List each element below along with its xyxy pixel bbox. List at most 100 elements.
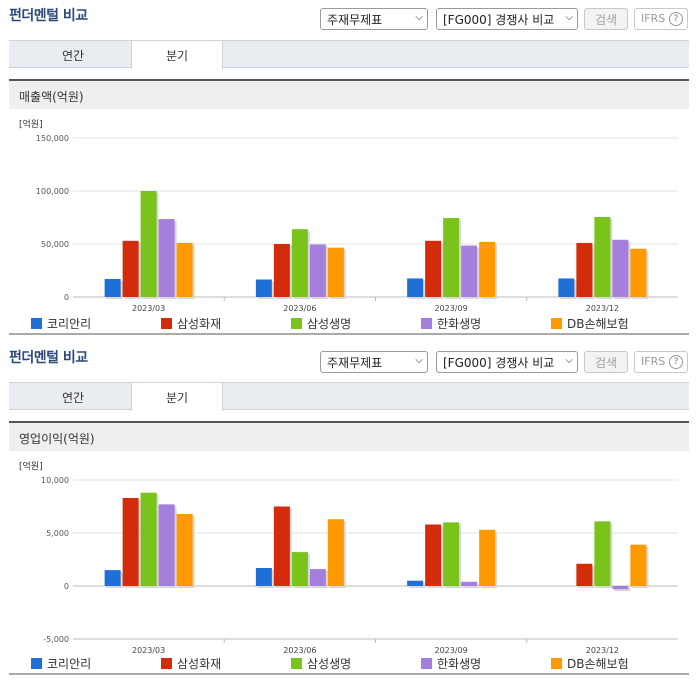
y-tick-label: 150,000 bbox=[36, 134, 69, 143]
legend-item[interactable]: 코리안리 bbox=[31, 315, 91, 332]
bar[interactable] bbox=[630, 248, 647, 297]
bar[interactable] bbox=[104, 570, 121, 586]
bar[interactable] bbox=[479, 529, 496, 586]
peer-select-value: [FG000] 경쟁사 비교 bbox=[443, 13, 555, 27]
period-tabs: 연간 분기 bbox=[9, 382, 689, 411]
bar[interactable] bbox=[122, 240, 139, 297]
legend-item[interactable]: 삼성생명 bbox=[291, 655, 351, 672]
panel-title: 펀더멘털 비교 bbox=[9, 8, 88, 24]
bar[interactable] bbox=[309, 244, 326, 297]
bar-shadow bbox=[614, 588, 631, 592]
legend-item[interactable]: 삼성화재 bbox=[161, 315, 221, 332]
bar[interactable] bbox=[273, 244, 290, 297]
statement-select[interactable]: 주재무제표 ⌵ bbox=[320, 8, 428, 30]
bar[interactable] bbox=[140, 191, 157, 297]
legend-swatch bbox=[31, 658, 42, 669]
bar[interactable] bbox=[407, 580, 424, 586]
tab-annual[interactable]: 연간 bbox=[61, 391, 85, 405]
bar[interactable] bbox=[479, 241, 496, 297]
bar[interactable] bbox=[425, 524, 442, 586]
legend-label: DB손해보험 bbox=[567, 657, 629, 671]
bar[interactable] bbox=[594, 521, 611, 586]
chart-title: 매출액(억원) bbox=[9, 79, 689, 109]
peer-select[interactable]: [FG000] 경쟁사 비교 ⌵ bbox=[436, 351, 578, 373]
chart-legend: 코리안리 삼성화재 삼성생명 한화생명 DB손해보험 bbox=[9, 653, 689, 675]
bar[interactable] bbox=[158, 504, 175, 586]
ifrs-button[interactable]: IFRS ? bbox=[634, 8, 688, 30]
legend-swatch bbox=[421, 658, 432, 669]
legend-label: DB손해보험 bbox=[567, 317, 629, 331]
legend-item[interactable]: 한화생명 bbox=[421, 315, 481, 332]
bar[interactable] bbox=[273, 506, 290, 587]
legend-item[interactable]: 삼성생명 bbox=[291, 315, 351, 332]
legend-item[interactable]: DB손해보험 bbox=[551, 655, 629, 672]
bar[interactable] bbox=[176, 513, 193, 586]
bar[interactable] bbox=[255, 279, 272, 297]
x-tick-label: 2023/03 bbox=[132, 304, 165, 313]
bar[interactable] bbox=[576, 563, 593, 586]
help-icon[interactable]: ? bbox=[669, 355, 683, 369]
legend-label: 삼성생명 bbox=[307, 657, 352, 671]
bar[interactable] bbox=[407, 278, 424, 297]
bar[interactable] bbox=[327, 519, 344, 586]
bar[interactable] bbox=[443, 522, 460, 586]
bar[interactable] bbox=[122, 498, 139, 586]
tab-annual[interactable]: 연간 bbox=[61, 49, 85, 63]
legend-item[interactable]: 코리안리 bbox=[31, 655, 91, 672]
x-tick-label: 2023/12 bbox=[586, 646, 619, 655]
bar[interactable] bbox=[612, 586, 629, 590]
ifrs-button[interactable]: IFRS ? bbox=[634, 351, 688, 373]
legend-swatch bbox=[291, 658, 302, 669]
statement-select[interactable]: 주재무제표 ⌵ bbox=[320, 351, 428, 373]
legend-label: 한화생명 bbox=[437, 317, 482, 331]
bar[interactable] bbox=[176, 242, 193, 297]
legend-swatch bbox=[31, 318, 42, 329]
bar[interactable] bbox=[612, 239, 629, 297]
bar[interactable] bbox=[443, 218, 460, 297]
bar[interactable] bbox=[104, 278, 121, 297]
legend-swatch bbox=[161, 658, 172, 669]
help-icon[interactable]: ? bbox=[669, 12, 683, 26]
bar[interactable] bbox=[630, 544, 647, 586]
bar[interactable] bbox=[594, 216, 611, 297]
tab-quarterly[interactable]: 분기 bbox=[131, 41, 223, 69]
bar[interactable] bbox=[140, 492, 157, 586]
search-button[interactable]: 검색 bbox=[584, 351, 628, 373]
y-tick-label: 100,000 bbox=[36, 187, 69, 196]
fundamental-panel-revenue: 펀더멘털 비교 주재무제표 ⌵ [FG000] 경쟁사 비교 ⌵ 검색 IFRS… bbox=[0, 0, 696, 340]
peer-select-value: [FG000] 경쟁사 비교 bbox=[443, 356, 555, 370]
bar[interactable] bbox=[291, 552, 308, 586]
legend-swatch bbox=[291, 318, 302, 329]
tab-quarterly[interactable]: 분기 bbox=[131, 383, 223, 411]
chevron-down-icon: ⌵ bbox=[565, 12, 573, 23]
chart-title: 영업이익(억원) bbox=[9, 421, 689, 451]
bar[interactable] bbox=[291, 229, 308, 297]
legend-item[interactable]: DB손해보험 bbox=[551, 315, 629, 332]
statement-select-value: 주재무제표 bbox=[327, 356, 383, 370]
search-button[interactable]: 검색 bbox=[584, 8, 628, 30]
x-tick-label: 2023/06 bbox=[283, 646, 316, 655]
bar[interactable] bbox=[309, 569, 326, 586]
bar[interactable] bbox=[461, 581, 478, 586]
legend-item[interactable]: 삼성화재 bbox=[161, 655, 221, 672]
y-tick-label: 0 bbox=[64, 293, 69, 302]
legend-label: 코리안리 bbox=[47, 317, 92, 331]
peer-select[interactable]: [FG000] 경쟁사 비교 ⌵ bbox=[436, 8, 578, 30]
bar[interactable] bbox=[327, 247, 344, 297]
revenue-chart: [억원] 0 50,000 100,000 150,000 2023/03 2023/06 2… bbox=[19, 118, 678, 313]
legend-swatch bbox=[551, 658, 562, 669]
statement-select-value: 주재무제표 bbox=[327, 13, 383, 27]
unit-label: [억원] bbox=[19, 460, 43, 472]
bar[interactable] bbox=[158, 219, 175, 297]
bar[interactable] bbox=[425, 240, 442, 297]
panel-header: 펀더멘털 비교 주재무제표 ⌵ [FG000] 경쟁사 비교 ⌵ 검색 IFRS… bbox=[0, 0, 696, 30]
legend-label: 한화생명 bbox=[437, 657, 482, 671]
chart-legend: 코리안리 삼성화재 삼성생명 한화생명 DB손해보험 bbox=[9, 313, 689, 335]
y-tick-label: 50,000 bbox=[41, 240, 69, 249]
bar[interactable] bbox=[255, 567, 272, 586]
bar[interactable] bbox=[558, 278, 575, 297]
bar[interactable] bbox=[576, 242, 593, 297]
legend-item[interactable]: 한화생명 bbox=[421, 655, 481, 672]
bar[interactable] bbox=[461, 245, 478, 297]
chevron-down-icon: ⌵ bbox=[565, 355, 573, 366]
